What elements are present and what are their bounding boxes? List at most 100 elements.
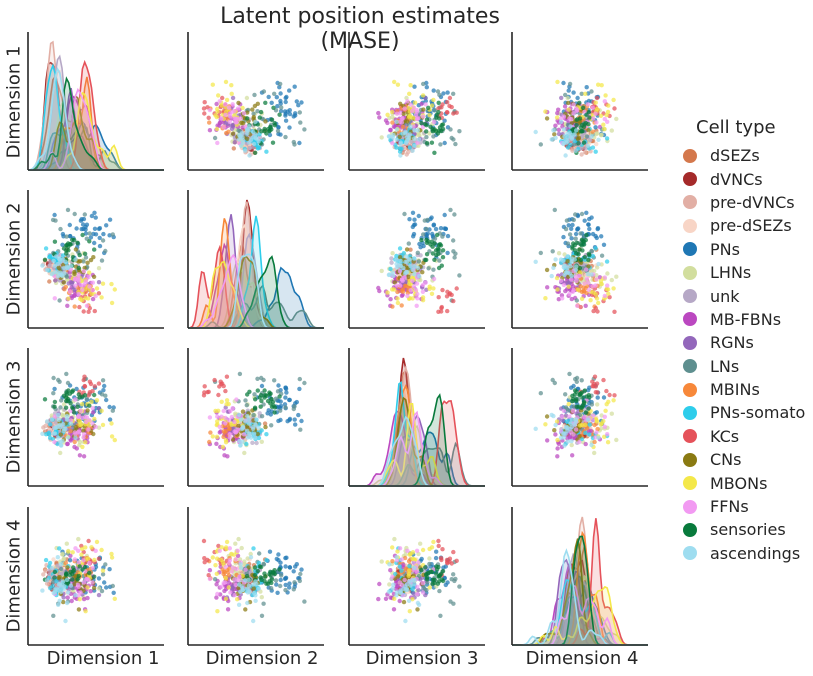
scatter-point bbox=[569, 424, 574, 430]
scatter-point bbox=[61, 557, 66, 562]
scatter-point bbox=[253, 150, 258, 155]
scatter-point bbox=[72, 304, 77, 309]
scatter-point bbox=[544, 267, 550, 273]
scatter-point bbox=[68, 421, 74, 426]
scatter-point bbox=[220, 95, 225, 101]
scatter-point bbox=[215, 109, 220, 114]
scatter-point bbox=[604, 259, 610, 264]
scatter-point bbox=[93, 424, 98, 429]
scatter-point bbox=[64, 541, 70, 546]
scatter-point bbox=[427, 131, 432, 136]
scatter-point bbox=[595, 226, 600, 232]
scatter-point bbox=[558, 278, 564, 283]
scatter-point bbox=[85, 595, 90, 601]
scatter-point bbox=[432, 236, 438, 241]
scatter-point bbox=[596, 82, 601, 87]
scatter-point bbox=[574, 264, 579, 269]
scatter-point bbox=[109, 555, 115, 560]
scatter-point bbox=[441, 91, 446, 96]
scatter-point bbox=[210, 434, 215, 439]
scatter-point bbox=[545, 438, 550, 443]
scatter-point bbox=[538, 142, 543, 147]
scatter-point bbox=[93, 548, 98, 553]
scatter-point bbox=[84, 396, 90, 401]
scatter-point bbox=[408, 124, 413, 129]
scatter-point bbox=[561, 141, 566, 147]
scatter-point bbox=[90, 580, 95, 585]
scatter-point bbox=[602, 275, 607, 280]
scatter-point bbox=[583, 410, 588, 415]
scatter-point bbox=[570, 398, 575, 404]
scatter-point bbox=[93, 293, 98, 299]
scatter-point bbox=[543, 109, 548, 114]
scatter-point bbox=[593, 292, 598, 297]
scatter-point bbox=[232, 140, 237, 145]
scatter-point bbox=[42, 257, 48, 262]
scatter-point bbox=[407, 91, 412, 97]
scatter-point bbox=[263, 119, 268, 124]
scatter-point bbox=[92, 557, 97, 563]
scatter-point bbox=[90, 296, 96, 302]
scatter-point bbox=[404, 254, 409, 259]
scatter-point bbox=[81, 377, 86, 383]
scatter-point bbox=[112, 437, 118, 443]
scatter-point bbox=[58, 562, 64, 567]
scatter-point bbox=[276, 418, 281, 424]
scatter-point bbox=[395, 289, 400, 295]
scatter-point bbox=[440, 234, 445, 239]
scatter-point bbox=[278, 91, 283, 96]
scatter-point bbox=[278, 577, 283, 583]
scatter-point bbox=[274, 95, 279, 100]
scatter-point bbox=[595, 395, 600, 400]
scatter-point bbox=[72, 211, 77, 217]
panel-2-3 bbox=[348, 190, 485, 329]
scatter-point bbox=[287, 585, 292, 590]
scatter-point bbox=[394, 145, 399, 150]
scatter-point bbox=[83, 255, 89, 260]
scatter-point bbox=[447, 291, 453, 296]
scatter-point bbox=[423, 102, 428, 107]
scatter-point bbox=[599, 83, 604, 88]
scatter-point bbox=[592, 374, 598, 379]
scatter-point bbox=[88, 589, 93, 594]
scatter-point bbox=[259, 439, 264, 444]
scatter-point bbox=[107, 217, 113, 222]
scatter-point bbox=[77, 304, 82, 310]
scatter-point bbox=[437, 242, 443, 247]
scatter-point bbox=[565, 439, 570, 444]
scatter-point bbox=[429, 239, 435, 244]
scatter-point bbox=[554, 275, 560, 281]
scatter-point bbox=[604, 112, 609, 118]
scatter-point bbox=[579, 296, 585, 301]
scatter-point bbox=[76, 392, 82, 397]
scatter-point bbox=[89, 545, 94, 550]
scatter-point bbox=[41, 572, 46, 577]
scatter-point bbox=[579, 422, 585, 428]
scatter-point bbox=[602, 99, 607, 104]
scatter-point bbox=[99, 408, 104, 413]
scatter-point bbox=[68, 289, 73, 294]
scatter-point bbox=[214, 434, 220, 439]
scatter-point bbox=[93, 215, 98, 220]
scatter-point bbox=[388, 266, 393, 272]
scatter-point bbox=[440, 248, 446, 253]
scatter-point bbox=[574, 389, 579, 394]
scatter-point bbox=[551, 128, 556, 133]
scatter-point bbox=[577, 116, 583, 121]
scatter-point bbox=[407, 145, 412, 150]
scatter-point bbox=[412, 84, 417, 89]
scatter-point bbox=[245, 116, 250, 121]
scatter-point bbox=[63, 251, 69, 256]
scatter-point bbox=[256, 435, 262, 441]
scatter-point bbox=[275, 590, 280, 595]
scatter-point bbox=[79, 552, 84, 557]
scatter-point bbox=[101, 231, 106, 237]
scatter-point bbox=[102, 383, 107, 389]
scatter-point bbox=[223, 405, 228, 410]
scatter-point bbox=[394, 137, 399, 142]
scatter-point bbox=[562, 104, 568, 109]
scatter-point bbox=[404, 247, 410, 252]
scatter-point bbox=[99, 547, 104, 553]
scatter-point bbox=[606, 103, 611, 108]
scatter-point bbox=[611, 286, 616, 291]
